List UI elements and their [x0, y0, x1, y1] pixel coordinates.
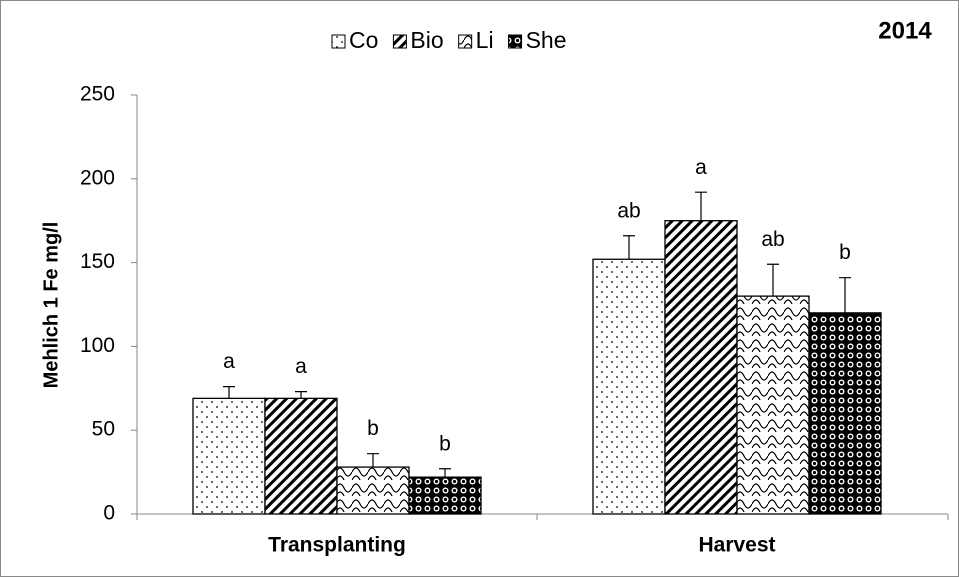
error-bar [767, 263, 779, 297]
x-tick-label: Transplanting [268, 534, 406, 557]
error-bar [223, 386, 235, 399]
legend-label: She [526, 27, 567, 53]
legend-label: Li [476, 27, 494, 53]
y-tick-label: 100 [80, 334, 115, 357]
bar [592, 258, 666, 515]
y-tick-label: 200 [80, 166, 115, 189]
error-bar [295, 391, 307, 399]
bar [408, 476, 482, 515]
bar [736, 295, 810, 515]
significance-letter: a [695, 156, 707, 179]
error-bar [623, 235, 635, 260]
error-bar [695, 191, 707, 221]
legend-label: Co [349, 27, 378, 53]
legend-swatch [458, 34, 473, 49]
y-tick-label: 0 [103, 502, 115, 525]
x-tick-label: Harvest [698, 534, 775, 557]
error-bar [367, 453, 379, 468]
significance-letter: ab [761, 228, 784, 251]
significance-letter: a [295, 355, 307, 378]
bar [808, 312, 882, 515]
y-tick-label: 250 [80, 83, 115, 106]
legend-swatch [392, 34, 407, 49]
bar [264, 397, 338, 515]
bar [664, 220, 738, 515]
significance-letter: b [439, 432, 451, 455]
error-bar [439, 468, 451, 478]
y-tick-label: 150 [80, 250, 115, 273]
significance-letter: b [367, 417, 379, 440]
significance-letter: a [223, 350, 235, 373]
significance-letter: ab [617, 199, 640, 222]
chart-title: 2014 [878, 17, 932, 44]
y-axis-label: Mehlich 1 Fe mg/l [40, 222, 62, 389]
bar [336, 466, 410, 515]
legend-swatch [331, 34, 346, 49]
legend-label: Bio [410, 27, 443, 53]
error-bar [839, 277, 851, 313]
y-tick-label: 50 [92, 418, 115, 441]
significance-letter: b [839, 241, 851, 264]
bar [192, 397, 266, 515]
legend-swatch [508, 34, 523, 49]
